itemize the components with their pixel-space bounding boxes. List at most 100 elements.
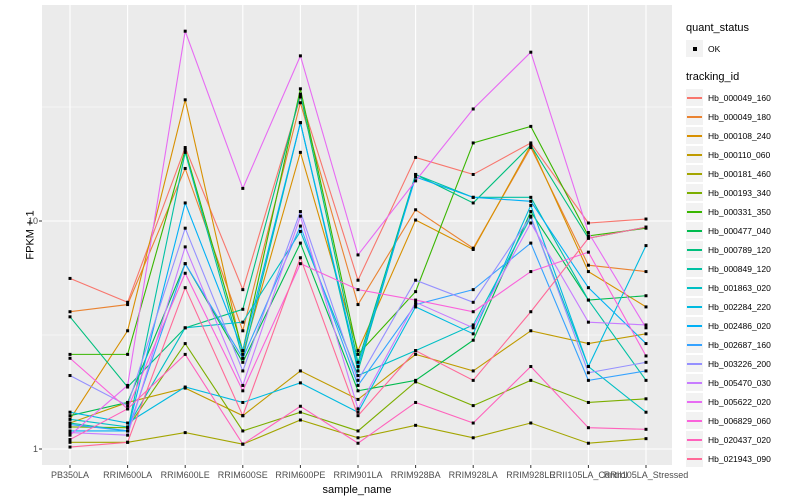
legend-item: Hb_000108_240	[686, 126, 800, 145]
data-point	[586, 234, 590, 238]
series-color-line-icon	[687, 400, 702, 403]
data-point	[644, 410, 648, 414]
data-point	[68, 310, 72, 314]
data-point	[298, 262, 302, 266]
series-color-line-icon	[687, 191, 702, 194]
legend-key-swatch	[686, 450, 703, 467]
legend-label: Hb_001863_020	[708, 282, 771, 293]
data-point	[298, 224, 302, 228]
data-point	[68, 425, 72, 429]
x-tick-label: RRII105LA_Control	[549, 470, 628, 480]
data-point	[471, 141, 475, 145]
legend-item-ok: OK	[686, 39, 800, 58]
data-point	[241, 389, 245, 393]
series-color-line-icon	[687, 115, 702, 118]
data-point	[298, 92, 302, 96]
data-point	[586, 365, 590, 369]
data-point	[414, 172, 418, 176]
series-color-line-icon	[687, 172, 702, 175]
data-point	[644, 244, 648, 248]
data-point	[644, 342, 648, 346]
legend-key-swatch	[686, 374, 703, 391]
legend-key-swatch	[686, 317, 703, 334]
data-point	[529, 124, 533, 128]
data-point	[356, 352, 360, 356]
data-point	[586, 320, 590, 324]
data-point	[356, 397, 360, 401]
legend-label: Hb_002284_220	[708, 301, 771, 312]
data-point	[68, 276, 72, 280]
legend-label: Hb_000477_040	[708, 225, 771, 236]
legend-item: Hb_000181_460	[686, 164, 800, 183]
data-point	[183, 166, 187, 170]
data-point	[126, 404, 130, 408]
data-point	[356, 278, 360, 282]
data-point	[183, 262, 187, 266]
legend-label: Hb_005470_030	[708, 377, 771, 388]
data-point	[414, 300, 418, 304]
data-point	[68, 374, 72, 378]
data-point	[126, 433, 130, 437]
data-point	[126, 440, 130, 444]
data-point	[126, 352, 130, 356]
data-point	[298, 87, 302, 91]
data-point	[529, 221, 533, 225]
data-point	[241, 186, 245, 190]
legend-label: Hb_000849_120	[708, 263, 771, 274]
legend-label: Hb_002486_020	[708, 320, 771, 331]
legend-key-swatch	[686, 241, 703, 258]
point-marker-icon	[693, 47, 697, 51]
legend-spacer	[686, 58, 800, 71]
series-color-line-icon	[687, 419, 702, 422]
data-point	[68, 356, 72, 360]
legend-item: Hb_000049_160	[686, 88, 800, 107]
data-point	[68, 414, 72, 418]
legend-label: Hb_000789_120	[708, 244, 771, 255]
data-point	[529, 146, 533, 150]
legend-item: Hb_020437_020	[686, 430, 800, 449]
data-point	[68, 429, 72, 433]
legend-item: Hb_021943_090	[686, 449, 800, 468]
data-point	[126, 303, 130, 307]
legend-label: Hb_000108_240	[708, 130, 771, 141]
data-point	[529, 143, 533, 147]
data-point	[414, 378, 418, 382]
legend-item: Hb_000849_120	[686, 259, 800, 278]
data-point	[356, 288, 360, 292]
data-point	[183, 342, 187, 346]
x-tick-label: RRIM600LA	[103, 470, 153, 480]
legend-title-quant-status: quant_status	[686, 22, 749, 34]
data-point	[586, 342, 590, 346]
legend-item: Hb_002284_220	[686, 297, 800, 316]
legend-label: Hb_000181_460	[708, 168, 771, 179]
data-point	[241, 288, 245, 292]
data-point	[298, 241, 302, 245]
series-color-line-icon	[687, 381, 702, 384]
data-point	[356, 303, 360, 307]
data-point	[414, 400, 418, 404]
data-point	[298, 418, 302, 422]
data-point	[529, 365, 533, 369]
legend-key-swatch	[686, 260, 703, 277]
data-point	[183, 146, 187, 150]
legend-item: Hb_003226_200	[686, 354, 800, 373]
legend-label: Hb_021943_090	[708, 453, 771, 464]
legend-item: Hb_000331_350	[686, 202, 800, 221]
data-point	[471, 436, 475, 440]
series-color-line-icon	[687, 362, 702, 365]
data-point	[644, 323, 648, 327]
series-color-line-icon	[687, 267, 702, 270]
legend-label: Hb_005622_020	[708, 396, 771, 407]
legend-label: Hb_020437_020	[708, 434, 771, 445]
data-point	[298, 54, 302, 58]
data-point	[298, 381, 302, 385]
data-point	[586, 371, 590, 375]
x-tick-label: RRIM928BA	[390, 470, 441, 480]
data-point	[586, 441, 590, 445]
data-point	[241, 360, 245, 364]
data-point	[183, 29, 187, 33]
data-point	[414, 423, 418, 427]
data-point	[644, 305, 648, 309]
legend-item: Hb_000789_120	[686, 240, 800, 259]
data-point	[126, 400, 130, 404]
